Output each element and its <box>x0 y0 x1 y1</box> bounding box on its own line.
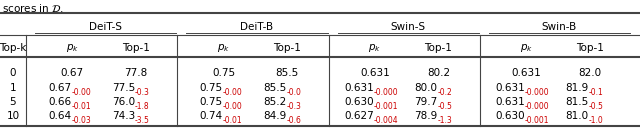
Text: 0.631: 0.631 <box>495 97 525 107</box>
Text: 0.631: 0.631 <box>511 68 541 78</box>
Text: 77.8: 77.8 <box>124 68 147 78</box>
Text: Swin-B: Swin-B <box>541 22 577 32</box>
Text: Top-1: Top-1 <box>576 43 604 53</box>
Text: Top-1: Top-1 <box>273 43 301 53</box>
Text: 0: 0 <box>10 68 16 78</box>
Text: -1.0: -1.0 <box>589 116 604 125</box>
Text: 0.74: 0.74 <box>200 111 223 121</box>
Text: -0.5: -0.5 <box>437 102 452 111</box>
Text: $p_k$: $p_k$ <box>369 42 381 54</box>
Text: 0.631: 0.631 <box>344 83 374 93</box>
Text: -0.01: -0.01 <box>71 102 91 111</box>
Text: Top-1: Top-1 <box>424 43 452 53</box>
Text: -0.00: -0.00 <box>71 88 91 97</box>
Text: 85.5: 85.5 <box>275 68 299 78</box>
Text: -0.00: -0.00 <box>223 88 243 97</box>
Text: 81.5: 81.5 <box>565 97 589 107</box>
Text: $p_k$: $p_k$ <box>217 42 230 54</box>
Text: -0.6: -0.6 <box>286 116 301 125</box>
Text: 78.9: 78.9 <box>414 111 437 121</box>
Text: Top-1: Top-1 <box>122 43 150 53</box>
Text: Top-k: Top-k <box>0 43 27 53</box>
Text: 0.75: 0.75 <box>200 83 223 93</box>
Text: -0.001: -0.001 <box>525 116 550 125</box>
Text: 0.66: 0.66 <box>48 97 71 107</box>
Text: -0.00: -0.00 <box>223 102 243 111</box>
Text: 81.0: 81.0 <box>566 111 589 121</box>
Text: 84.9: 84.9 <box>263 111 286 121</box>
Text: 1: 1 <box>10 83 16 93</box>
Text: Swin-S: Swin-S <box>390 22 426 32</box>
Text: -0.3: -0.3 <box>135 88 150 97</box>
Text: 76.0: 76.0 <box>112 97 135 107</box>
Text: 0.67: 0.67 <box>61 68 84 78</box>
Text: -0.03: -0.03 <box>71 116 91 125</box>
Text: 82.0: 82.0 <box>578 68 601 78</box>
Text: DeiT-B: DeiT-B <box>240 22 273 32</box>
Text: 0.630: 0.630 <box>495 111 525 121</box>
Text: 0.75: 0.75 <box>212 68 235 78</box>
Text: -0.000: -0.000 <box>525 88 550 97</box>
Text: 0.631: 0.631 <box>360 68 390 78</box>
Text: -1.3: -1.3 <box>437 116 452 125</box>
Text: -0.000: -0.000 <box>525 102 550 111</box>
Text: 85.2: 85.2 <box>263 97 286 107</box>
Text: $p_k$: $p_k$ <box>520 42 532 54</box>
Text: 0.631: 0.631 <box>495 83 525 93</box>
Text: 77.5: 77.5 <box>111 83 135 93</box>
Text: -0.01: -0.01 <box>223 116 242 125</box>
Text: -0.0: -0.0 <box>286 88 301 97</box>
Text: -0.1: -0.1 <box>589 88 604 97</box>
Text: -0.000: -0.000 <box>374 88 399 97</box>
Text: -0.001: -0.001 <box>374 102 398 111</box>
Text: 10: 10 <box>6 111 20 121</box>
Text: 85.5: 85.5 <box>263 83 286 93</box>
Text: 80.0: 80.0 <box>414 83 437 93</box>
Text: scores in $\mathcal{D}$.: scores in $\mathcal{D}$. <box>2 2 64 14</box>
Text: 5: 5 <box>10 97 16 107</box>
Text: 0.627: 0.627 <box>344 111 374 121</box>
Text: -0.2: -0.2 <box>437 88 452 97</box>
Text: -0.5: -0.5 <box>589 102 604 111</box>
Text: 80.2: 80.2 <box>427 68 450 78</box>
Text: $p_k$: $p_k$ <box>66 42 79 54</box>
Text: -0.004: -0.004 <box>374 116 399 125</box>
Text: 0.630: 0.630 <box>344 97 374 107</box>
Text: -0.3: -0.3 <box>286 102 301 111</box>
Text: 0.75: 0.75 <box>200 97 223 107</box>
Text: 74.3: 74.3 <box>111 111 135 121</box>
Text: 79.7: 79.7 <box>414 97 437 107</box>
Text: 0.67: 0.67 <box>48 83 71 93</box>
Text: -3.5: -3.5 <box>135 116 150 125</box>
Text: -1.8: -1.8 <box>135 102 150 111</box>
Text: 0.64: 0.64 <box>48 111 71 121</box>
Text: 81.9: 81.9 <box>565 83 589 93</box>
Text: DeiT-S: DeiT-S <box>89 22 122 32</box>
